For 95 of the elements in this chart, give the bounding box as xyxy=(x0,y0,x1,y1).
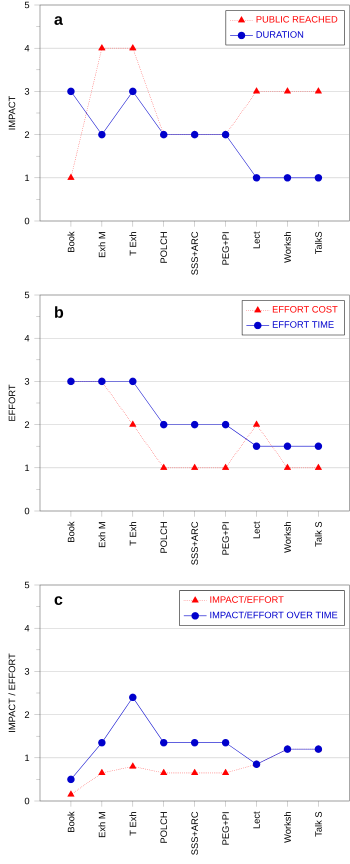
y-tick-label: 1 xyxy=(25,174,30,182)
point xyxy=(191,768,198,776)
point xyxy=(160,738,168,746)
x-tick-label: T Exh xyxy=(129,812,136,836)
point xyxy=(222,768,230,776)
x-tick-label: PEG+PI xyxy=(222,812,229,845)
annotation: b xyxy=(55,306,64,318)
point xyxy=(67,174,74,180)
point xyxy=(67,776,75,784)
point xyxy=(253,87,260,94)
point xyxy=(191,464,198,470)
point xyxy=(252,442,260,450)
y-tick-label: 2 xyxy=(24,711,30,718)
point xyxy=(98,44,106,50)
point xyxy=(98,768,106,776)
x-tick-label: Worksh xyxy=(284,232,291,263)
x-tick-label: Lect xyxy=(253,231,260,248)
x-tick-label: Exh M xyxy=(98,812,106,838)
y-tick-label: 5 xyxy=(24,292,30,298)
x-tick-label: Lect xyxy=(253,521,260,538)
x-tick-label: POLCH xyxy=(160,522,168,553)
x-tick-label: Lect xyxy=(253,811,260,828)
x-tick-label: SSS+ARC xyxy=(191,812,198,855)
point xyxy=(160,768,168,776)
legend-label: IMPACT/EFFORT OVER TIME xyxy=(210,611,338,618)
y-tick-label: 3 xyxy=(24,668,30,675)
point xyxy=(98,738,106,746)
x-tick-label: Book xyxy=(68,521,74,542)
point xyxy=(284,174,292,182)
y-tick-label: 1 xyxy=(25,464,30,472)
point xyxy=(129,762,136,769)
y-tick-label: 0 xyxy=(24,218,30,224)
legend-label: DURATION xyxy=(256,31,304,38)
point xyxy=(67,790,74,797)
point xyxy=(129,88,137,96)
y-tick-label: 5 xyxy=(24,582,30,588)
point xyxy=(252,174,260,182)
point xyxy=(67,88,75,96)
point xyxy=(314,442,322,450)
x-tick-label: SSS+ARC xyxy=(191,522,198,565)
x-tick-label: PEG+PI xyxy=(222,522,229,555)
point xyxy=(98,130,106,138)
y-tick-label: 1 xyxy=(25,754,30,762)
y-tick-label: 2 xyxy=(24,131,30,138)
x-tick-label: Talk S xyxy=(314,812,322,837)
point xyxy=(314,464,322,470)
point xyxy=(160,464,168,470)
x-tick-label: Book xyxy=(68,231,74,252)
x-tick-label: TalkS xyxy=(314,232,322,254)
x-tick-label: Worksh xyxy=(284,812,291,843)
point xyxy=(190,420,198,428)
y-tick-label: 0 xyxy=(24,508,30,514)
legend-label: IMPACT/EFFORT xyxy=(210,596,284,603)
x-tick-label: POLCH xyxy=(160,232,168,263)
legend-label: EFFORT TIME xyxy=(272,321,334,328)
y-axis-title: IMPACT xyxy=(8,96,16,130)
x-tick-label: Worksh xyxy=(284,522,291,553)
y-tick-label: 5 xyxy=(24,2,30,8)
point xyxy=(129,44,136,50)
annotation: a xyxy=(54,16,63,25)
y-tick-label: 0 xyxy=(24,798,30,804)
y-axis-title: EFFORT xyxy=(8,384,16,421)
point xyxy=(284,442,292,450)
x-tick-label: Exh M xyxy=(98,232,106,258)
x-tick-label: Talk S xyxy=(314,522,322,547)
x-tick-label: T Exh xyxy=(129,522,136,546)
x-tick-label: Exh M xyxy=(98,522,106,548)
point xyxy=(284,87,291,94)
y-axis-title: IMPACT / EFFORT xyxy=(8,653,16,732)
legend-label: PUBLIC REACHED xyxy=(256,16,338,23)
x-tick-label: T Exh xyxy=(129,232,136,256)
legend-label: EFFORT COST xyxy=(272,306,338,313)
point xyxy=(160,420,168,428)
point xyxy=(129,378,137,386)
point xyxy=(284,464,291,470)
point xyxy=(129,420,136,427)
point xyxy=(314,87,322,94)
point xyxy=(222,420,230,428)
point xyxy=(190,738,198,746)
point xyxy=(253,420,260,427)
x-tick-label: SSS+ARC xyxy=(191,232,198,275)
y-tick-label: 4 xyxy=(24,625,30,632)
point xyxy=(222,738,230,746)
annotation: c xyxy=(54,596,62,605)
point xyxy=(129,694,137,702)
x-tick-label: PEG+PI xyxy=(222,232,229,265)
y-tick-label: 3 xyxy=(24,378,30,385)
point xyxy=(314,174,322,182)
y-tick-label: 2 xyxy=(24,421,30,428)
y-tick-label: 4 xyxy=(24,334,30,342)
x-tick-label: POLCH xyxy=(160,812,168,843)
y-tick-label: 4 xyxy=(24,44,30,52)
point xyxy=(222,464,230,470)
y-tick-label: 3 xyxy=(24,88,30,95)
x-tick-label: Book xyxy=(68,811,74,832)
